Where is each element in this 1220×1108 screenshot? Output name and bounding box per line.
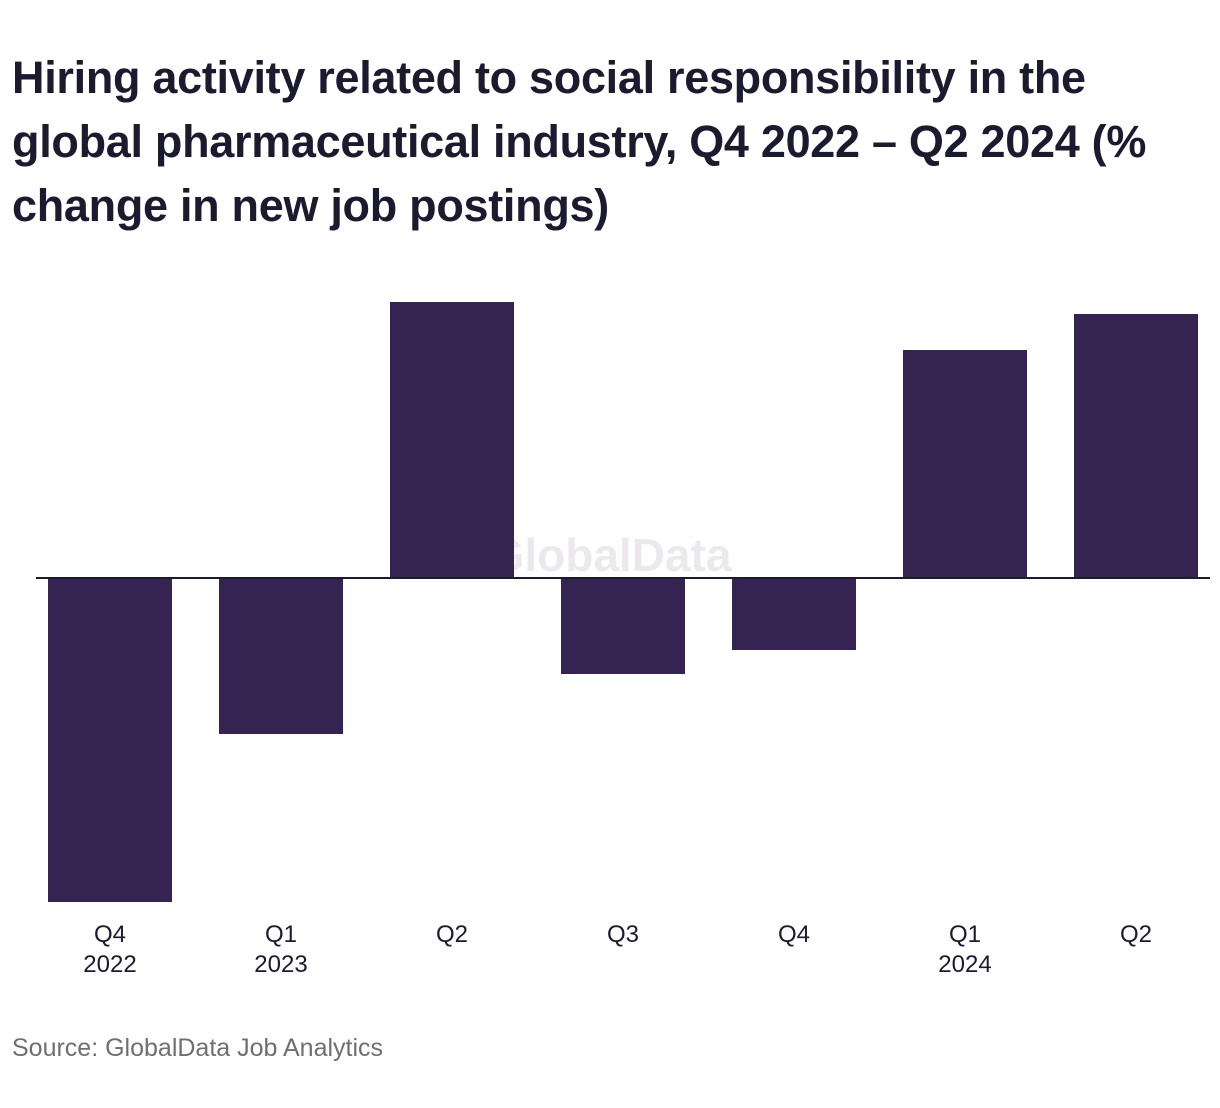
x-tick-label-quarter: Q2: [1120, 921, 1152, 948]
bar: [903, 350, 1027, 578]
bars-group: [48, 302, 1198, 902]
x-tick-label-year: 2024: [938, 951, 991, 978]
bar: [219, 578, 343, 734]
x-tick-label-quarter: Q4: [778, 921, 810, 948]
bar: [48, 578, 172, 902]
source-note: Source: GlobalData Job Analytics: [12, 1034, 384, 1062]
x-tick-label-quarter: Q4: [94, 921, 126, 948]
x-tick-label-quarter: Q3: [607, 921, 639, 948]
bar: [561, 578, 685, 674]
watermark-text: GlobalData: [489, 529, 732, 581]
x-tick-label-quarter: Q1: [949, 921, 981, 948]
x-tick-label-year: 2023: [254, 951, 307, 978]
bar: [390, 302, 514, 578]
x-tick-label-quarter: Q1: [265, 921, 297, 948]
bar: [1074, 314, 1198, 578]
bar: [732, 578, 856, 650]
x-tick-label-year: 2022: [83, 951, 136, 978]
x-axis-labels: Q4 2022 Q1 2023 Q2 Q3 Q4 Q1 2024 Q2: [83, 921, 1152, 978]
x-tick-label-quarter: Q2: [436, 921, 468, 948]
chart-title: Hiring activity related to social respon…: [12, 52, 1147, 231]
